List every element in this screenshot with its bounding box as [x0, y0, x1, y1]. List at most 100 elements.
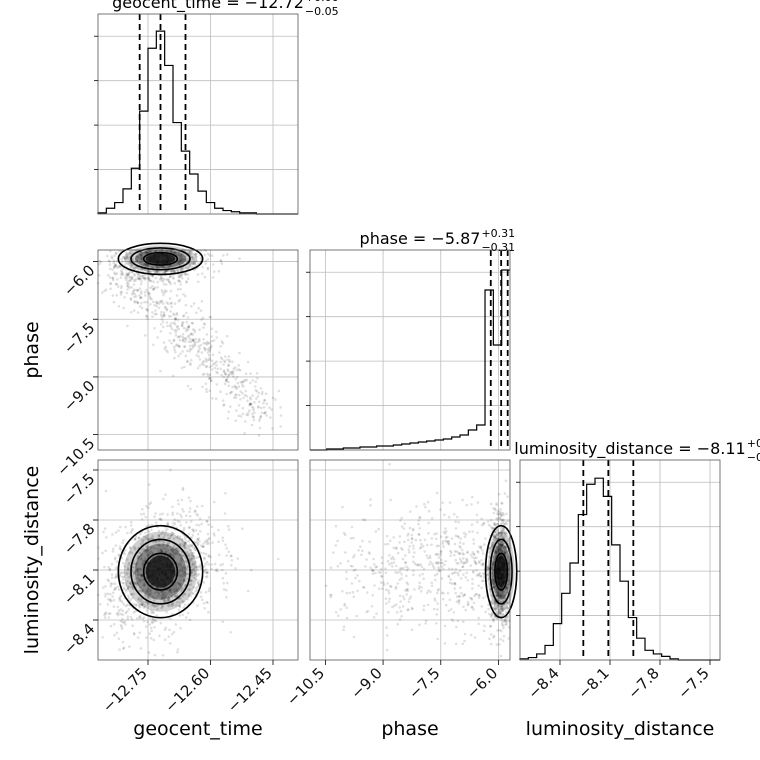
- sample-point: [155, 521, 158, 524]
- sample-point: [148, 593, 151, 596]
- sample-point: [140, 306, 144, 310]
- sample-point: [142, 561, 145, 565]
- sample-point: [98, 603, 102, 606]
- sample-point: [180, 542, 183, 546]
- sample-point: [137, 277, 141, 281]
- sample-point: [203, 253, 207, 257]
- sample-point: [454, 558, 458, 562]
- sample-point: [410, 628, 414, 632]
- sample-point: [245, 394, 249, 398]
- sample-point: [192, 338, 195, 342]
- sample-point: [136, 583, 139, 586]
- sample-point: [169, 587, 173, 591]
- sample-point: [161, 597, 165, 600]
- sample-point: [241, 406, 245, 410]
- sample-point: [173, 553, 176, 556]
- sample-point: [231, 372, 235, 376]
- sample-point: [198, 358, 202, 361]
- sample-point: [144, 265, 148, 268]
- sample-point: [179, 254, 183, 257]
- sample-point: [179, 524, 182, 527]
- sample-point: [187, 340, 191, 344]
- sample-point: [469, 596, 472, 600]
- sample-point: [163, 289, 167, 292]
- sample-point: [123, 548, 127, 552]
- sample-point: [188, 251, 192, 254]
- sample-point: [496, 594, 500, 597]
- sample-point: [418, 527, 422, 530]
- sample-point: [422, 577, 426, 580]
- sample-point: [216, 367, 219, 371]
- sample-point: [178, 584, 182, 587]
- sample-point: [205, 571, 209, 574]
- sample-point: [230, 559, 234, 562]
- sample-point: [139, 296, 143, 300]
- sample-point: [164, 531, 167, 535]
- sample-point: [130, 593, 133, 596]
- sample-point: [498, 599, 502, 603]
- sample-point: [180, 556, 183, 560]
- sample-point: [174, 594, 177, 598]
- sample-point: [217, 540, 220, 543]
- sample-point: [190, 557, 194, 561]
- sample-point: [168, 275, 172, 279]
- sample-point: [213, 366, 217, 370]
- sample-point: [97, 274, 101, 277]
- sample-point: [136, 561, 139, 564]
- sample-point: [173, 251, 177, 254]
- sample-point: [203, 557, 206, 561]
- sample-point: [127, 273, 130, 277]
- sample-point: [380, 575, 384, 578]
- sample-point: [493, 523, 497, 527]
- sample-point: [217, 269, 221, 273]
- sample-point: [172, 544, 176, 547]
- sample-point: [149, 597, 152, 600]
- sample-point: [103, 565, 106, 569]
- sample-point: [145, 595, 149, 599]
- sample-point: [169, 617, 172, 620]
- sample-point: [462, 573, 465, 576]
- sample-point: [227, 384, 231, 388]
- sample-point: [248, 402, 252, 406]
- sample-point: [133, 301, 137, 304]
- sample-point: [244, 372, 248, 376]
- sample-point: [182, 314, 186, 318]
- sample-point: [202, 359, 206, 363]
- sample-point: [386, 559, 390, 563]
- sample-point: [193, 510, 197, 513]
- hist-bar-geocent_time: [123, 189, 131, 214]
- sample-point: [118, 597, 121, 600]
- sample-point: [344, 551, 347, 554]
- sample-point: [134, 570, 137, 573]
- sample-point: [161, 595, 164, 599]
- sample-point: [213, 534, 216, 537]
- sample-point: [198, 583, 201, 586]
- sample-point: [128, 261, 131, 265]
- sample-point: [178, 582, 181, 585]
- sample-point: [146, 309, 149, 312]
- sample-point: [250, 568, 253, 572]
- sample-point: [250, 402, 253, 406]
- sample-point: [152, 638, 156, 642]
- sample-point: [138, 287, 142, 290]
- sample-point: [169, 302, 173, 305]
- sample-point: [420, 565, 424, 569]
- sample-point: [181, 324, 184, 328]
- sample-point: [461, 548, 464, 552]
- sample-point: [147, 552, 151, 556]
- sample-point: [181, 322, 184, 325]
- sample-point: [116, 605, 120, 609]
- sample-point: [474, 562, 478, 566]
- sample-point: [450, 618, 454, 621]
- sample-point: [202, 346, 206, 350]
- sample-point: [210, 368, 214, 371]
- sample-point: [202, 581, 205, 584]
- sample-point: [324, 584, 328, 588]
- sample-point: [177, 279, 180, 282]
- sample-point: [192, 257, 195, 261]
- sample-point: [349, 536, 353, 540]
- sample-point: [131, 293, 134, 296]
- sample-point: [127, 585, 131, 589]
- sample-point: [462, 620, 465, 623]
